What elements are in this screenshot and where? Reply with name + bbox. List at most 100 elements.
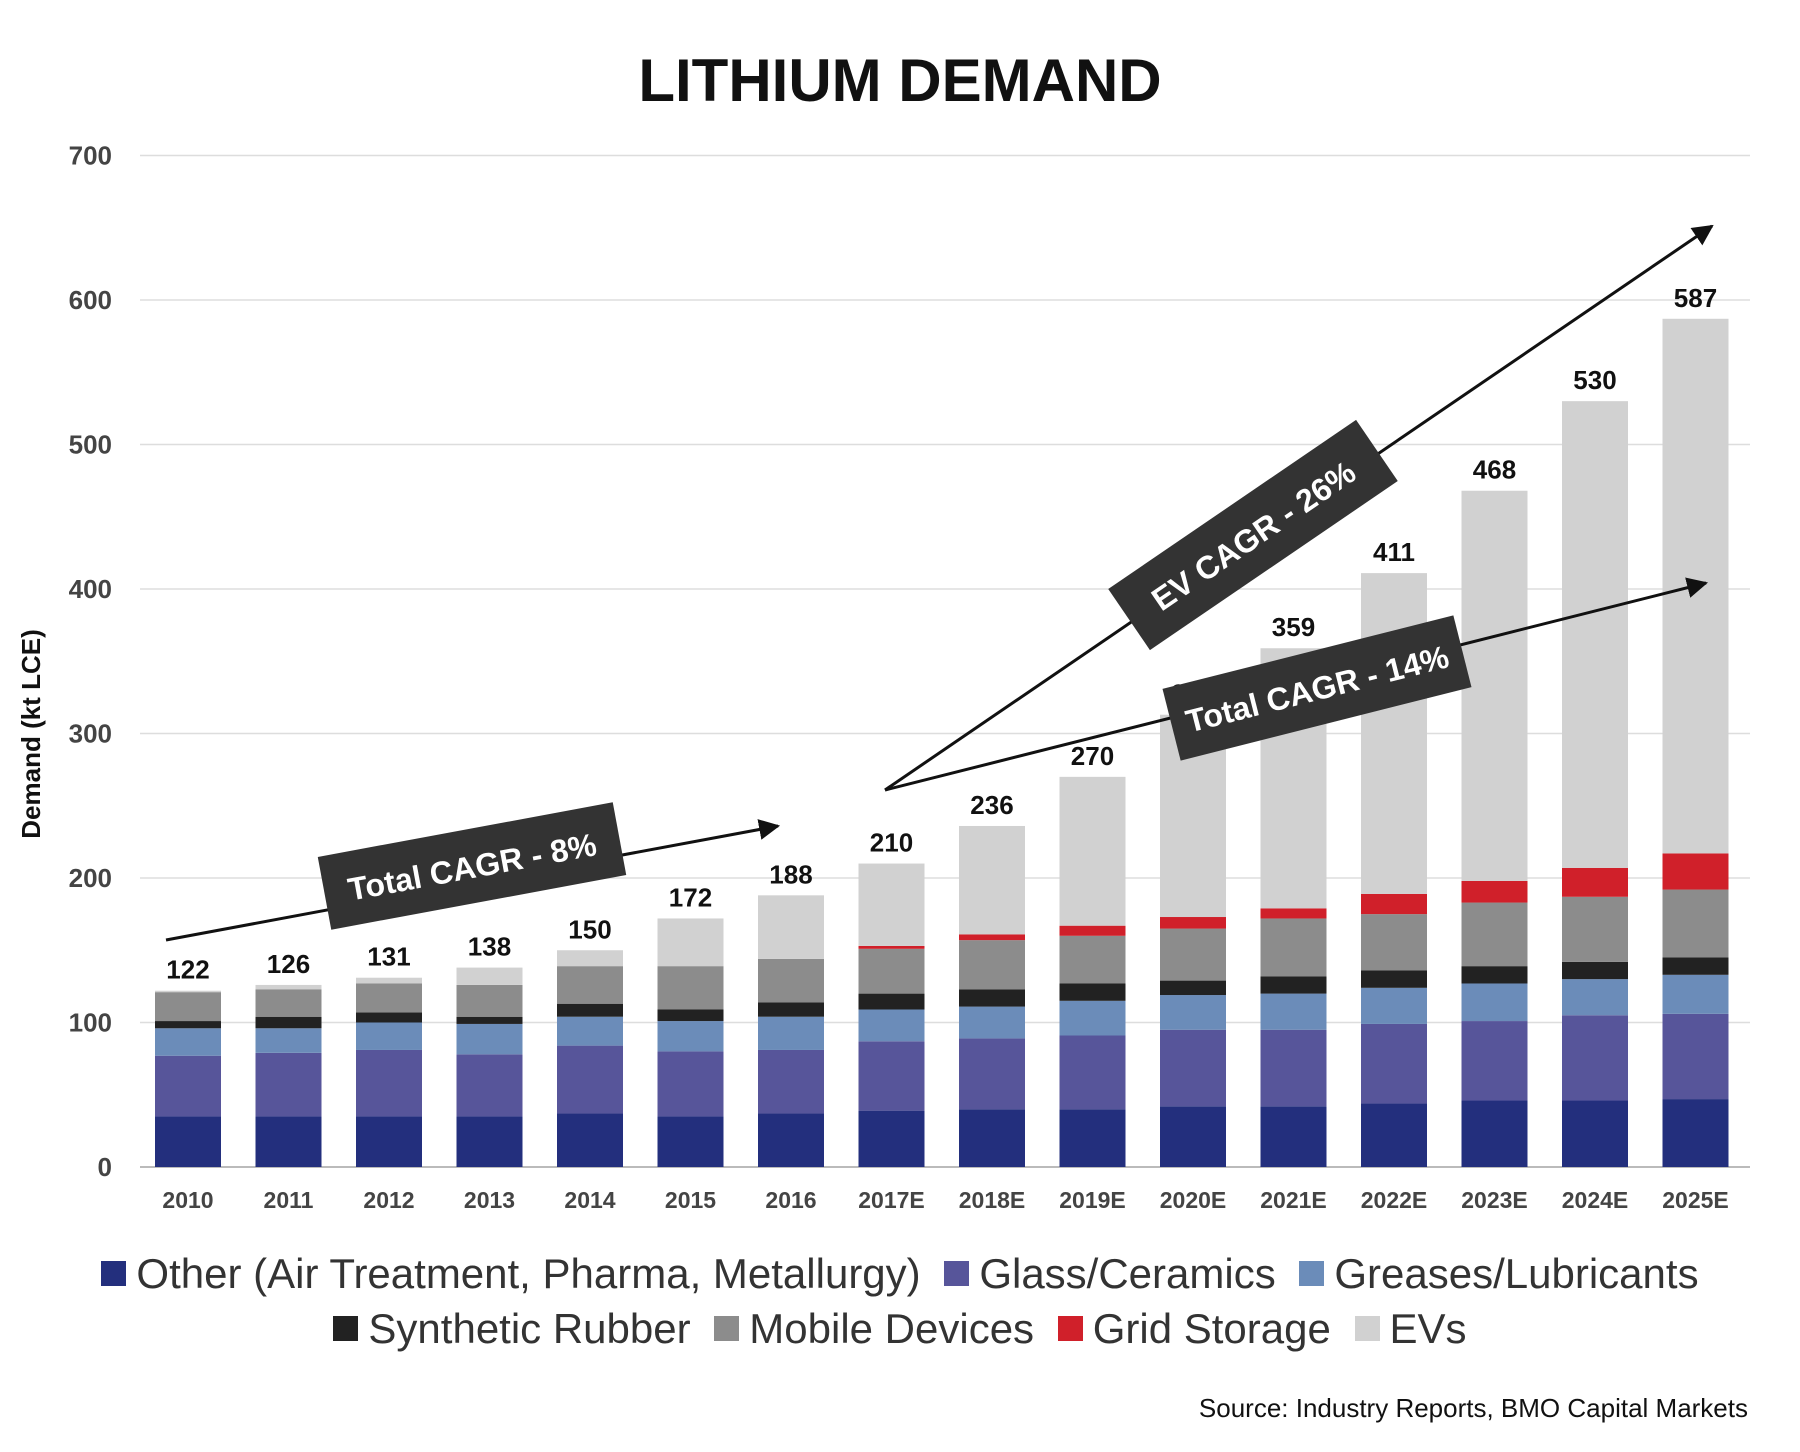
total-label: 172: [669, 882, 712, 912]
bar-segment: [858, 945, 925, 949]
bar-segment: [657, 1051, 724, 1117]
bar-segment: [1260, 918, 1327, 977]
total-label: 131: [367, 942, 410, 972]
legend-item-synthetic-rubber: Synthetic Rubber: [333, 1305, 691, 1353]
bar-segment: [1059, 983, 1126, 1001]
bar-segment: [1160, 980, 1226, 996]
bar-segment: [959, 934, 1025, 941]
legend-swatch-greases-lubricants: [1299, 1261, 1325, 1287]
legend-item-glass-ceramics: Glass/Ceramics: [944, 1250, 1276, 1298]
bar-segment: [1260, 908, 1327, 919]
x-tick-label: 2015: [665, 1187, 716, 1213]
bar-segment: [1562, 1015, 1628, 1101]
bar-segment: [557, 1045, 623, 1114]
legend-item-other: Other (Air Treatment, Pharma, Metallurgy…: [101, 1250, 921, 1298]
x-tick-label: 2018E: [959, 1187, 1026, 1213]
bar-segment: [1260, 993, 1327, 1030]
legend-label-glass-ceramics: Glass/Ceramics: [979, 1250, 1276, 1297]
bar-segment: [959, 989, 1025, 1007]
bar-segment: [1361, 893, 1427, 915]
bar-segment: [1160, 928, 1226, 981]
bar-segment: [155, 1028, 221, 1056]
bar-segment: [255, 1016, 322, 1029]
x-tick-label: 2025E: [1662, 1187, 1729, 1213]
y-tick-label: 500: [69, 430, 112, 460]
bar-segment: [1461, 1100, 1528, 1167]
bar-segment: [456, 967, 523, 985]
bar-segment: [356, 983, 422, 1013]
bar-segment: [758, 958, 824, 1003]
y-tick-label: 600: [69, 285, 112, 315]
bar-segment: [1461, 880, 1528, 903]
x-axis-ticks: 2010 2011 2012 2013 2014 2015 2016 2017E 2018E 20…: [162, 1187, 1728, 1213]
y-tick-label: 700: [69, 141, 112, 171]
bar-segment: [557, 1016, 623, 1046]
bar-segment: [1260, 1106, 1327, 1167]
bar-segment: [255, 1116, 322, 1167]
bar-segment: [1361, 987, 1427, 1024]
bar-segment: [155, 1021, 221, 1029]
x-tick-label: 2011: [264, 1187, 314, 1213]
bar-segment: [1361, 1023, 1427, 1104]
legend-label-evs: EVs: [1389, 1305, 1467, 1352]
total-label: 468: [1473, 455, 1516, 485]
bar-segment: [1260, 976, 1327, 994]
legend-item-mobile-devices: Mobile Devices: [714, 1305, 1034, 1353]
bar-segment: [155, 992, 221, 1022]
bar-segment: [1562, 979, 1628, 1016]
bar-segment: [155, 1055, 221, 1117]
total-label: 210: [870, 828, 913, 858]
source-note: Source: Industry Reports, BMO Capital Ma…: [1198, 1393, 1748, 1423]
bar-segment: [1461, 1021, 1528, 1101]
bar-segment: [255, 989, 322, 1017]
total-label: 236: [970, 790, 1013, 820]
x-tick-label: 2019E: [1059, 1187, 1126, 1213]
bars: [155, 318, 1729, 1167]
bar-segment: [456, 984, 523, 1017]
bar-segment: [1562, 1100, 1628, 1167]
legend-row-2: Synthetic Rubber Mobile Devices Grid Sto…: [0, 1305, 1800, 1353]
bar-segment: [456, 1016, 523, 1024]
x-tick-label: 2024E: [1562, 1187, 1629, 1213]
bar-segment: [255, 1052, 322, 1117]
bar-segment: [1461, 966, 1528, 984]
total-label: 411: [1373, 537, 1415, 567]
y-tick-label: 0: [98, 1152, 112, 1182]
x-tick-label: 2010: [162, 1187, 213, 1213]
bar-segment: [1662, 1013, 1729, 1100]
total-label: 188: [769, 859, 812, 889]
bar-segment: [557, 950, 623, 967]
bar-segment: [657, 1009, 724, 1022]
legend-swatch-evs: [1354, 1316, 1380, 1342]
bar-segment: [456, 1116, 523, 1167]
bar-segment: [255, 1028, 322, 1053]
x-tick-label: 2021E: [1260, 1187, 1327, 1213]
bar-segment: [959, 825, 1025, 935]
x-tick-label: 2022E: [1361, 1187, 1428, 1213]
bar-segment: [959, 940, 1025, 990]
total-label: 122: [166, 955, 209, 985]
bar-segment: [758, 1002, 824, 1017]
total-label: 138: [468, 932, 511, 962]
callout-ev-cagr-26: EV CAGR - 26%: [1108, 419, 1398, 651]
x-tick-label: 2016: [765, 1187, 816, 1213]
bar-segment: [155, 990, 221, 993]
bar-segment: [1160, 995, 1226, 1030]
bar-segment: [858, 1009, 925, 1042]
legend-item-greases-lubricants: Greases/Lubricants: [1299, 1250, 1699, 1298]
bar-segment: [1059, 935, 1126, 984]
bar-segment: [557, 1113, 623, 1167]
bar-segment: [1361, 970, 1427, 988]
bar-segment: [959, 1109, 1025, 1167]
bar-segment: [1361, 573, 1427, 894]
bar-segment: [356, 1049, 422, 1117]
total-label: 150: [568, 914, 611, 944]
bar-segment: [1059, 925, 1126, 936]
bar-segment: [1160, 1029, 1226, 1107]
legend-label-grid-storage: Grid Storage: [1092, 1305, 1331, 1352]
y-tick-label: 400: [69, 574, 112, 604]
y-axis-ticks: 0 100 200 300 400 500 600 700: [69, 141, 112, 1183]
bar-segment: [557, 1003, 623, 1017]
bar-segment: [1059, 1035, 1126, 1110]
legend-swatch-grid-storage: [1057, 1316, 1083, 1342]
